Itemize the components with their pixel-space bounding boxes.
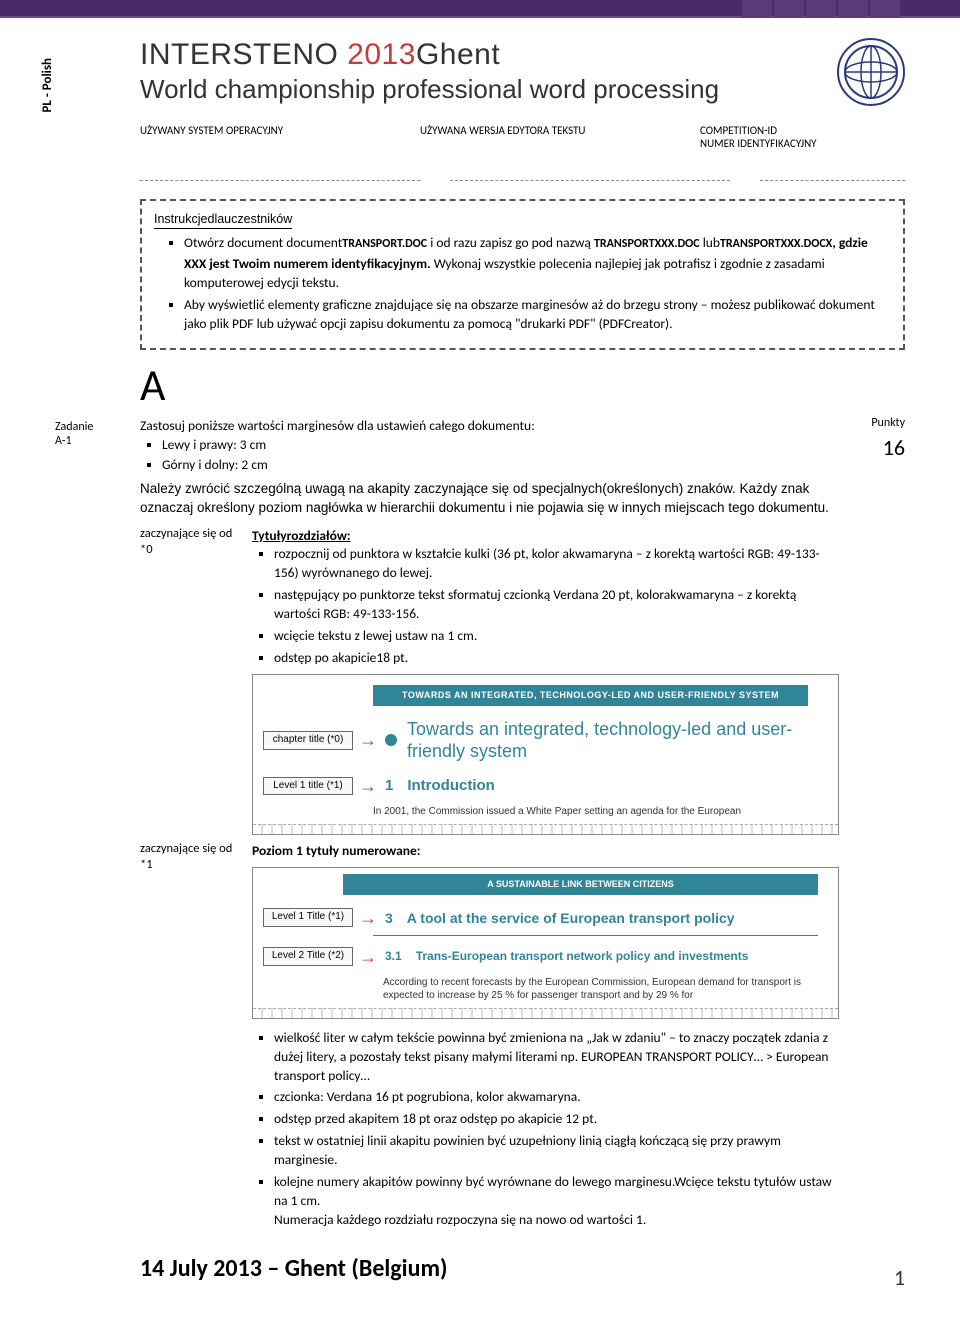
fill-in-lines [140,180,905,181]
event-subtitle: World championship professional word pro… [140,74,719,105]
ex2-banner: A SUSTAINABLE LINK BETWEEN CITIZENS [343,874,818,895]
points-value: 16 [871,434,905,461]
meta-row: UŻYWANY SYSTEM OPERACYJNY UŻYWANA WERSJA… [140,124,905,150]
comp-num-label: NUMER IDENTYFIKACYJNY [700,137,905,150]
instruction-list: Otwórz document documentTRANSPORT.DOC i … [154,233,891,334]
ex1-l1: 1Introduction [385,775,495,797]
row0-list: rozpocznij od punktora w kształcie kulki… [252,545,839,667]
table-row: zaczynające się od *0 Tytułyrozdziałów: … [140,523,845,838]
margin-list: Lewy i prawy: 3 cm Górny i dolny: 2 cm [140,435,845,474]
margin-tb: Górny i dolny: 2 cm [162,455,845,475]
row0-label: zaczynające się od *0 [140,523,252,838]
header: INTERSTENO 2013Ghent World championship … [140,38,905,106]
arrow-icon: → [359,944,377,970]
editor-label: UŻYWANA WERSJA EDYTORA TEKSTU [420,124,700,150]
ex2-l1-row: Level 1 Title (*1) → 3A tool at the serv… [253,903,838,933]
bullet-icon [385,734,397,746]
ex2-l1: 3A tool at the service of European trans… [385,909,828,927]
header-text: INTERSTENO 2013Ghent World championship … [140,38,719,105]
title-prefix: INTERSTENO [140,38,347,71]
intersteno-logo [837,38,905,106]
below-b2: czcionka: Verdana 16 pt pogrubiona, kolo… [274,1088,839,1107]
ex2-l2: 3.1Trans-European transport network poli… [385,949,828,965]
ex1-chap-label: chapter title (*0) [263,731,353,750]
row0-b3: wcięcie tekstu z lewej ustaw na 1 cm. [274,627,839,646]
task-points: Punkty 16 [871,416,905,461]
example-image-1: TOWARDS AN INTEGRATED, TECHNOLOGY-LED AN… [252,674,839,835]
instruction-item-2: Aby wyświetlić elementy graficzne znajdu… [184,295,891,334]
instruction-item-1: Otwórz document documentTRANSPORT.DOC i … [184,233,891,293]
comp-id-label: COMPETITION-ID [700,124,905,137]
ex1-l1-row: Level 1 title (*1) → 1Introduction [253,771,838,801]
row1-title: Poziom 1 tytuły numerowane: [252,842,421,859]
torn-edge [253,824,838,834]
ex2-rule [373,935,818,936]
ex1-l1-label: Level 1 title (*1) [263,777,353,796]
row0-title: Tytułyrozdziałów: [252,527,351,544]
task-left: Zadanie A-1 [55,416,140,448]
os-label: UŻYWANY SYSTEM OPERACYJNY [140,124,420,150]
points-label: Punkty [871,416,905,430]
row0-content: Tytułyrozdziałów: rozpocznij od punktora… [252,523,845,838]
arrow-icon: → [359,727,377,753]
margin-lr: Lewy i prawy: 3 cm [162,435,845,455]
competition-id-block: COMPETITION-ID NUMER IDENTYFIKACYJNY [700,124,905,150]
title-suffix: Ghent [416,38,500,71]
language-label: PL - Polish [40,58,55,113]
footer-page: 1 [894,1264,905,1291]
ex2-l2-label: Level 2 Title (*2) [263,947,353,966]
task-body: Zastosuj poniższe wartości marginesów dl… [140,416,905,1236]
row1-list: wielkość liter w całym tekście powinna b… [252,1029,839,1230]
row1-content: Poziom 1 tytuły numerowane: A SUSTAINABL… [252,838,845,1236]
table-row: zaczynające się od *1 Poziom 1 tytuły nu… [140,838,845,1236]
instruction-box: Instrukcjedlauczestników Otwórz document… [140,199,905,350]
ex2-l2-row: Level 2 Title (*2) → 3.1Trans-European t… [253,942,838,972]
row0-b1: rozpocznij od punktora w kształcie kulki… [274,545,839,583]
event-title: INTERSTENO 2013Ghent [140,38,719,72]
below-b3: odstęp przed akapitem 18 pt oraz odstęp … [274,1110,839,1129]
task-note: Należy zwrócić szczególną uwagą na akapi… [140,480,845,516]
row1-label: zaczynające się od *1 [140,838,252,1236]
footer-date: 14 July 2013 – Ghent (Belgium) [140,1254,905,1283]
torn-edge [253,1008,838,1018]
ex1-chapter-row: chapter title (*0) → Towards an integrat… [253,716,838,765]
ex2-body: According to recent forecasts by the Eur… [253,972,838,1004]
task-label: Zadanie [55,420,140,434]
task-code: A-1 [55,434,140,448]
section-letter: A [140,358,905,412]
page-content: PL - Polish INTERSTENO 2013Ghent World c… [0,18,960,1303]
below-b5: kolejne numery akapitów powinny być wyró… [274,1173,839,1230]
task-intro: Zastosuj poniższe wartości marginesów dl… [140,416,845,436]
ex1-banner: TOWARDS AN INTEGRATED, TECHNOLOGY-LED AN… [373,685,808,706]
ex2-l1-label: Level 1 Title (*1) [263,908,353,927]
ex1-chap-text: Towards an integrated, technology-led an… [407,718,828,763]
below-b4: tekst w ostatniej linii akapitu powinien… [274,1132,839,1170]
below-b1: wielkość liter w całym tekście powinna b… [274,1029,839,1086]
example-image-2: A SUSTAINABLE LINK BETWEEN CITIZENS Leve… [252,867,839,1019]
top-bar-segments [742,0,900,18]
row0-b4: odstęp po akapicie18 pt. [274,649,839,668]
task-row: Zadanie A-1 Punkty 16 Zastosuj poniższe … [55,416,905,1236]
row0-b2: następujący po punktorze tekst sformatuj… [274,586,839,624]
arrow-icon: → [359,905,377,931]
ex1-body: In 2001, the Commission issued a White P… [253,801,838,820]
instruction-title: Instrukcjedlauczestników [154,210,292,229]
globe-icon [841,42,901,102]
title-year: 2013 [347,38,416,71]
arrow-icon: → [359,773,377,799]
format-table: zaczynające się od *0 Tytułyrozdziałów: … [140,523,845,1236]
top-purple-bar [0,0,960,18]
